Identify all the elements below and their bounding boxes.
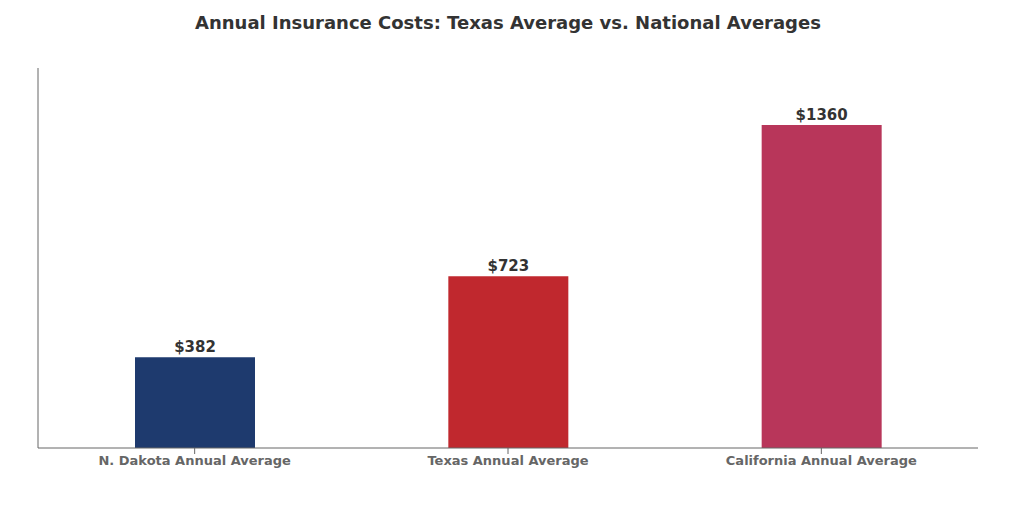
svg-text:N. Dakota Annual Average: N. Dakota Annual Average: [98, 453, 291, 468]
svg-text:California Annual Average: California Annual Average: [726, 453, 917, 468]
svg-text:Texas Annual Average: Texas Annual Average: [427, 453, 588, 468]
html-text:Annual Insurance Costs: Texas: Annual Insurance Costs: Texas Average vs…: [195, 12, 821, 33]
svg-text:$382: $382: [174, 338, 216, 356]
svg-text:$723: $723: [487, 257, 529, 275]
svg-text:$1360: $1360: [796, 106, 848, 124]
